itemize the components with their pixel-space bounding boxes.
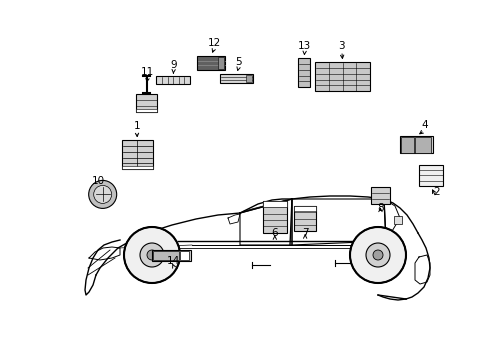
Bar [136, 109, 157, 112]
Bar [298, 58, 309, 87]
Bar [370, 187, 389, 204]
Text: 8: 8 [376, 203, 383, 213]
Bar [152, 251, 179, 260]
Text: 5: 5 [235, 57, 242, 67]
Circle shape [349, 227, 405, 283]
Circle shape [365, 243, 389, 267]
Circle shape [88, 180, 117, 208]
Bar [151, 250, 190, 261]
Text: 7: 7 [301, 228, 308, 238]
Text: 12: 12 [207, 38, 221, 48]
Bar [418, 165, 442, 186]
Text: 4: 4 [420, 120, 427, 130]
Circle shape [147, 250, 157, 260]
Circle shape [94, 185, 111, 203]
Bar [399, 136, 432, 153]
Bar [180, 251, 189, 260]
Text: 9: 9 [170, 60, 177, 70]
Bar [197, 56, 225, 70]
Bar [263, 201, 286, 207]
Bar [220, 74, 253, 83]
Bar [294, 206, 315, 211]
Text: 3: 3 [338, 41, 345, 51]
Bar [393, 216, 401, 224]
Text: 14: 14 [166, 256, 180, 266]
Bar [293, 206, 316, 231]
Bar [414, 137, 430, 153]
Text: 1: 1 [133, 121, 140, 131]
Bar [156, 76, 189, 84]
Bar [262, 201, 286, 233]
Bar [217, 57, 224, 69]
Bar [400, 137, 413, 153]
Bar [136, 94, 157, 112]
Text: 11: 11 [141, 67, 154, 77]
Bar [315, 62, 369, 91]
Circle shape [372, 250, 382, 260]
Bar [246, 75, 252, 82]
Text: 10: 10 [92, 176, 105, 186]
Text: 6: 6 [271, 228, 278, 238]
Circle shape [124, 227, 180, 283]
Text: 13: 13 [297, 41, 311, 51]
Bar [122, 140, 152, 169]
Bar [122, 166, 152, 169]
Circle shape [140, 243, 163, 267]
Text: 2: 2 [432, 187, 439, 197]
